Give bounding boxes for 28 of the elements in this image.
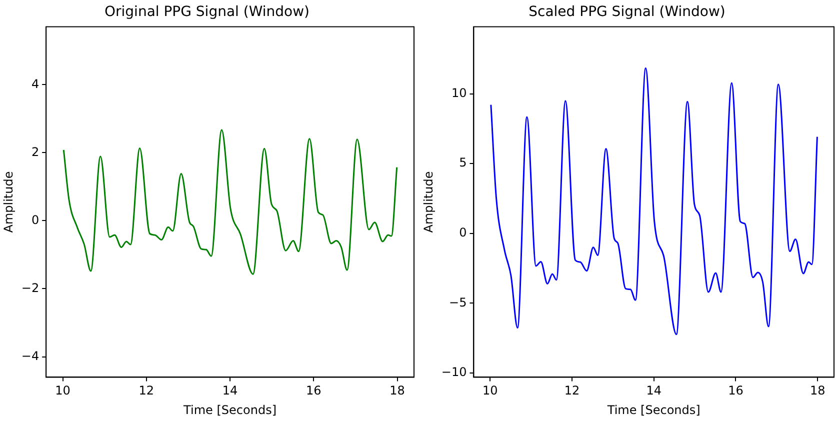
line-series bbox=[490, 67, 818, 336]
x-tick-label: 18 bbox=[390, 384, 405, 398]
y-tick-label: −10 bbox=[441, 365, 467, 380]
y-tick-label: −5 bbox=[449, 295, 467, 310]
x-tick-label: 12 bbox=[564, 384, 580, 398]
x-tick-label: 18 bbox=[810, 384, 826, 398]
x-tick-label: 10 bbox=[55, 384, 70, 398]
x-axis-title: Time [Seconds] bbox=[606, 402, 700, 417]
line-series bbox=[62, 129, 398, 275]
x-axis-title: Time [Seconds] bbox=[182, 402, 277, 417]
x-tick-label: 12 bbox=[138, 384, 154, 398]
y-tick-label: 4 bbox=[31, 76, 40, 91]
chart-title: Scaled PPG Signal (Window) bbox=[528, 4, 726, 20]
x-tick-label: 10 bbox=[482, 384, 498, 398]
y-tick-label: −2 bbox=[21, 280, 40, 295]
x-tick-label: 16 bbox=[728, 384, 744, 398]
x-tick-label: 14 bbox=[646, 384, 662, 398]
y-tick-label: 5 bbox=[459, 156, 467, 170]
x-tick-label: 14 bbox=[222, 384, 238, 398]
y-axis-title: Amplitude bbox=[421, 171, 436, 233]
x-tick-label: 16 bbox=[306, 384, 322, 398]
chart-title: Original PPG Signal (Window) bbox=[104, 4, 310, 20]
y-tick-label: −4 bbox=[21, 348, 40, 363]
y-axis-title: Amplitude bbox=[1, 171, 16, 233]
y-tick-label: 0 bbox=[459, 226, 467, 240]
y-tick-label: 2 bbox=[31, 144, 40, 159]
y-tick-label: 0 bbox=[31, 212, 40, 227]
y-tick-label: 10 bbox=[451, 86, 467, 100]
